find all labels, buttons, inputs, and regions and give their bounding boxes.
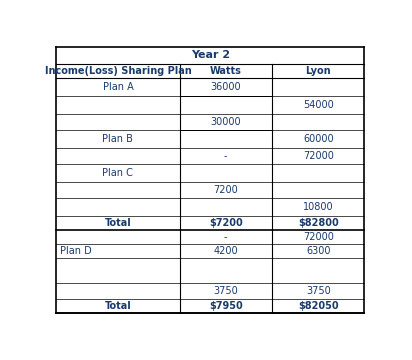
Text: $82800: $82800	[298, 217, 339, 228]
Text: Plan D: Plan D	[60, 246, 92, 256]
Text: 72000: 72000	[303, 151, 334, 161]
Text: 72000: 72000	[303, 232, 334, 242]
Text: Plan B: Plan B	[103, 134, 133, 144]
Text: Plan C: Plan C	[103, 168, 133, 178]
Text: $7950: $7950	[209, 301, 243, 311]
Text: $7200: $7200	[209, 217, 243, 228]
Text: -: -	[224, 232, 227, 242]
Text: Watts: Watts	[210, 66, 242, 76]
Text: 60000: 60000	[303, 134, 333, 144]
Text: 30000: 30000	[211, 117, 241, 127]
Text: 3750: 3750	[213, 286, 238, 296]
Text: 7200: 7200	[213, 185, 238, 195]
Text: 4200: 4200	[213, 246, 238, 256]
Text: Lyon: Lyon	[305, 66, 331, 76]
Text: Total: Total	[105, 301, 131, 311]
Text: -: -	[224, 151, 227, 161]
Text: Income(Loss) Sharing Plan: Income(Loss) Sharing Plan	[44, 66, 191, 76]
Text: 3750: 3750	[306, 286, 330, 296]
Text: Plan A: Plan A	[103, 82, 133, 92]
Text: 54000: 54000	[303, 100, 334, 110]
Text: 36000: 36000	[211, 82, 241, 92]
Text: $82050: $82050	[298, 301, 339, 311]
Text: Year 2: Year 2	[191, 50, 230, 60]
Text: 6300: 6300	[306, 246, 330, 256]
Text: Total: Total	[105, 217, 131, 228]
Text: 10800: 10800	[303, 202, 333, 212]
